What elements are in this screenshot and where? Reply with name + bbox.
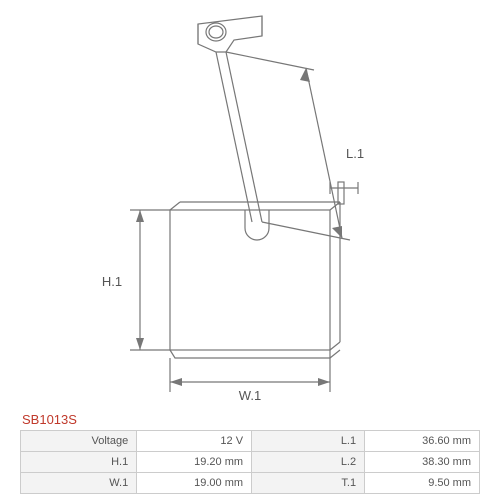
technical-diagram: H.1 W.1 L.1 <box>20 10 480 405</box>
part-number: SB1013S <box>22 412 77 427</box>
spec-value: 12 V <box>137 431 252 452</box>
spec-table: Voltage 12 V L.1 36.60 mm H.1 19.20 mm L… <box>20 430 480 494</box>
spec-value: 36.60 mm <box>365 431 480 452</box>
spec-label: T.1 <box>252 473 365 494</box>
dim-label-w1: W.1 <box>239 388 261 403</box>
spec-label: L.2 <box>252 452 365 473</box>
spec-value: 19.20 mm <box>137 452 252 473</box>
spec-label: W.1 <box>21 473 137 494</box>
dim-label-l1: L.1 <box>346 146 364 161</box>
spec-value: 38.30 mm <box>365 452 480 473</box>
table-row: Voltage 12 V L.1 36.60 mm <box>21 431 480 452</box>
table-row: H.1 19.20 mm L.2 38.30 mm <box>21 452 480 473</box>
spec-label: L.1 <box>252 431 365 452</box>
spec-value: 9.50 mm <box>365 473 480 494</box>
spec-value: 19.00 mm <box>137 473 252 494</box>
spec-label: Voltage <box>21 431 137 452</box>
dim-label-h1: H.1 <box>102 274 122 289</box>
spec-label: H.1 <box>21 452 137 473</box>
table-row: W.1 19.00 mm T.1 9.50 mm <box>21 473 480 494</box>
